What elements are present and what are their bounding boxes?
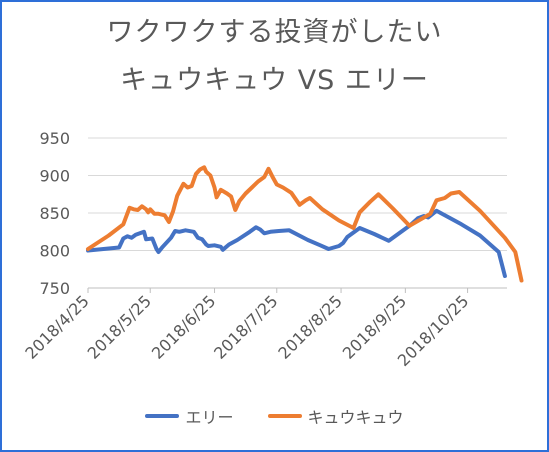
chart-title-line-1: ワクワクする投資がしたい: [106, 17, 443, 48]
chart-title-line-2: キュウキュウ VS エリー: [120, 65, 429, 96]
x-tick-label: 2018/7/25: [210, 291, 281, 362]
x-tick-label: 2018/6/25: [148, 291, 219, 362]
legend-swatch-kyukyu: [267, 414, 302, 418]
x-tick-label: 2018/5/25: [84, 291, 155, 362]
legend-swatch-eri: [145, 414, 180, 418]
y-tick-label: 750: [39, 279, 70, 298]
x-tick-label: 2018/8/25: [274, 291, 345, 362]
x-tick-label: 2018/4/25: [21, 291, 92, 362]
y-tick-label: 850: [39, 204, 70, 223]
chart-legend: エリー キュウキュウ: [0, 404, 549, 428]
legend-item-kyukyu: キュウキュウ: [267, 404, 404, 428]
y-tick-label: 900: [39, 167, 70, 186]
legend-item-eri: エリー: [145, 404, 234, 428]
legend-label-eri: エリー: [185, 408, 234, 427]
y-tick-label: 800: [39, 242, 70, 261]
series-line-kyukyu: [86, 165, 524, 283]
y-tick-label: 950: [39, 129, 70, 148]
legend-label-kyukyu: キュウキュウ: [307, 408, 404, 427]
series-line-eri: [86, 208, 507, 278]
